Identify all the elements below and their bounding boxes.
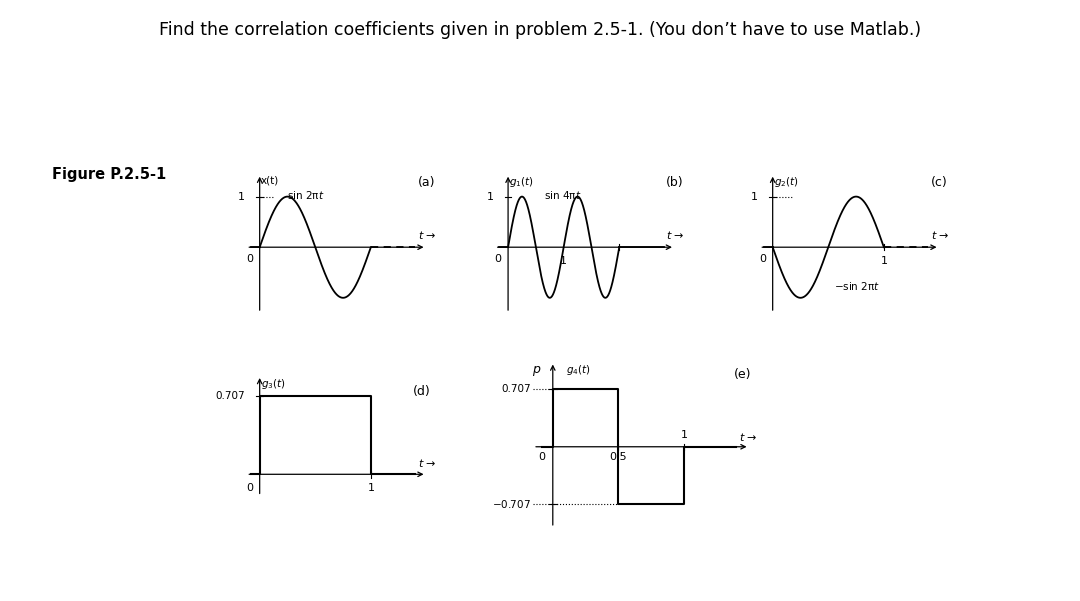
Text: 1: 1	[239, 192, 245, 201]
Text: sin 4π$t$: sin 4π$t$	[543, 189, 581, 201]
Text: 1: 1	[680, 430, 687, 441]
Text: (e): (e)	[733, 368, 752, 381]
Text: $g_3(t)$: $g_3(t)$	[260, 377, 285, 391]
Text: $-$sin 2π$t$: $-$sin 2π$t$	[834, 280, 880, 292]
Text: 0: 0	[538, 453, 545, 462]
Text: p: p	[531, 363, 540, 376]
Text: 0.707: 0.707	[501, 385, 530, 394]
Text: $g_1(t)$: $g_1(t)$	[509, 175, 534, 189]
Text: $g_4(t)$: $g_4(t)$	[566, 363, 591, 377]
Text: (c): (c)	[931, 177, 947, 189]
Text: 0: 0	[495, 254, 501, 264]
Text: (d): (d)	[414, 385, 431, 398]
Text: $t$ →: $t$ →	[418, 457, 436, 469]
Text: 1: 1	[367, 483, 375, 493]
Text: $t$ →: $t$ →	[931, 229, 949, 241]
Text: x(t): x(t)	[260, 175, 279, 185]
Text: (a): (a)	[418, 177, 435, 189]
Text: Find the correlation coefficients given in problem 2.5-1. (You don’t have to use: Find the correlation coefficients given …	[159, 21, 921, 39]
Text: 1: 1	[561, 256, 567, 266]
Text: 1: 1	[487, 192, 494, 201]
Text: $t$ →: $t$ →	[418, 229, 436, 241]
Text: 1: 1	[880, 256, 888, 266]
Text: 0.5: 0.5	[609, 453, 627, 462]
Text: 0: 0	[246, 483, 253, 493]
Text: $t$ →: $t$ →	[666, 229, 685, 241]
Text: 0: 0	[759, 254, 766, 264]
Text: sin 2π$t$: sin 2π$t$	[287, 189, 325, 201]
Text: (b): (b)	[666, 177, 684, 189]
Text: 0: 0	[246, 254, 253, 264]
Text: 1: 1	[752, 192, 758, 201]
Text: $t$ →: $t$ →	[739, 431, 758, 443]
Text: $g_2(t)$: $g_2(t)$	[773, 175, 798, 189]
Text: Figure P.2.5-1: Figure P.2.5-1	[52, 167, 166, 182]
Text: 0.707: 0.707	[216, 391, 245, 401]
Text: $-$0.707: $-$0.707	[491, 498, 530, 510]
